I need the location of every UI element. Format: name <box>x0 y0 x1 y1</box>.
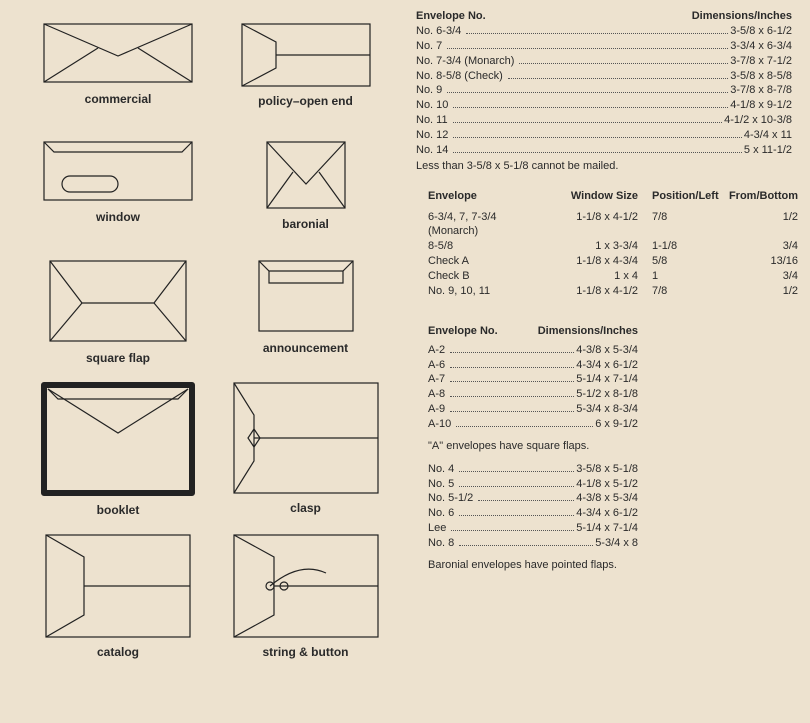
diagram-baronial: baronial <box>218 138 393 231</box>
t2-row: No. 9, 10, 111-1/8 x 4-1/27/81/2 <box>428 284 798 299</box>
label-announcement: announcement <box>263 341 348 355</box>
t3-row: A-7 5-1/4 x 7-1/4 <box>428 372 638 387</box>
t1-row: No. 7 3-3/4 x 6-3/4 <box>416 39 792 54</box>
label-window: window <box>96 210 140 224</box>
t3-noteA: "A" envelopes have square flaps. <box>428 440 638 452</box>
t1-row: No. 12 4-3/4 x 11 <box>416 128 792 143</box>
t3-row: No. 5-1/2 4-3/8 x 5-3/4 <box>428 491 638 506</box>
t1-row: No. 6-3/4 3-5/8 x 6-1/2 <box>416 24 792 39</box>
tables-region: Envelope No. Dimensions/Inches No. 6-3/4… <box>416 10 796 581</box>
t1-row: No. 7-3/4 (Monarch) 3-7/8 x 7-1/2 <box>416 54 792 69</box>
t3-row: No. 4 3-5/8 x 5-1/8 <box>428 462 638 477</box>
diagram-squareflap: square flap <box>18 257 218 365</box>
t3-row: A-6 4-3/4 x 6-1/2 <box>428 358 638 373</box>
diagram-catalog: catalog <box>18 531 218 659</box>
a-envelope-table: Envelope No. Dimensions/Inches A-2 4-3/8… <box>428 325 638 571</box>
diagram-commercial: commercial <box>18 20 218 108</box>
t2-row: Check A1-1/8 x 4-3/45/813/16 <box>428 254 798 269</box>
diagram-announcement: announcement <box>218 257 393 365</box>
t3-row: No. 5 4-1/8 x 5-1/2 <box>428 477 638 492</box>
label-stringbutton: string & button <box>263 645 349 659</box>
diagram-booklet: booklet <box>18 379 218 517</box>
t2-row: 6-3/4, 7, 7-3/4 (Monarch)1-1/8 x 4-1/27/… <box>428 210 798 240</box>
label-commercial: commercial <box>85 92 152 106</box>
t2-h2: Window Size <box>548 190 638 202</box>
t1-note: Less than 3-5/8 x 5-1/8 cannot be mailed… <box>416 160 792 172</box>
window-table: Envelope Window Size Position/Left From/… <box>428 190 798 299</box>
t3-row: A-10 6 x 9-1/2 <box>428 417 638 432</box>
t1-row: No. 10 4-1/8 x 9-1/2 <box>416 98 792 113</box>
t1-row: No. 14 5 x 11-1/2 <box>416 143 792 158</box>
label-baronial: baronial <box>282 217 329 231</box>
envelope-dimensions-table: Envelope No. Dimensions/Inches No. 6-3/4… <box>416 10 792 172</box>
t3-h2: Dimensions/Inches <box>518 325 638 337</box>
t2-h4: From/Bottom <box>714 190 798 202</box>
t1-header-right: Dimensions/Inches <box>692 10 792 22</box>
diagram-string-button: string & button <box>218 531 393 659</box>
t2-h1: Envelope <box>428 190 548 202</box>
diagram-grid: commercial policy–open end window <box>18 20 408 669</box>
t3-row: No. 6 4-3/4 x 6-1/2 <box>428 506 638 521</box>
t3-row: Lee 5-1/4 x 7-1/4 <box>428 521 638 536</box>
diagram-window: window <box>18 138 218 231</box>
label-catalog: catalog <box>97 645 139 659</box>
t1-row: No. 9 3-7/8 x 8-7/8 <box>416 83 792 98</box>
t2-h3: Position/Left <box>638 190 714 202</box>
t3-h1: Envelope No. <box>428 325 518 337</box>
t3-row: A-8 5-1/2 x 8-1/8 <box>428 387 638 402</box>
t3-row: A-2 4-3/8 x 5-3/4 <box>428 343 638 358</box>
diagram-policy: policy–open end <box>218 20 393 108</box>
t3-row: No. 8 5-3/4 x 8 <box>428 536 638 551</box>
t2-row: 8-5/81 x 3-3/41-1/83/4 <box>428 239 798 254</box>
t2-row: Check B1 x 413/4 <box>428 269 798 284</box>
diagram-clasp: clasp <box>218 379 393 517</box>
label-squareflap: square flap <box>86 351 150 365</box>
t3-row: A-9 5-3/4 x 8-3/4 <box>428 402 638 417</box>
t1-row: No. 8-5/8 (Check) 3-5/8 x 8-5/8 <box>416 69 792 84</box>
label-clasp: clasp <box>290 501 321 515</box>
t1-row: No. 11 4-1/2 x 10-3/8 <box>416 113 792 128</box>
t1-header-left: Envelope No. <box>416 10 486 22</box>
t3-noteB: Baronial envelopes have pointed flaps. <box>428 559 638 571</box>
label-booklet: booklet <box>97 503 140 517</box>
label-policy: policy–open end <box>258 94 353 108</box>
